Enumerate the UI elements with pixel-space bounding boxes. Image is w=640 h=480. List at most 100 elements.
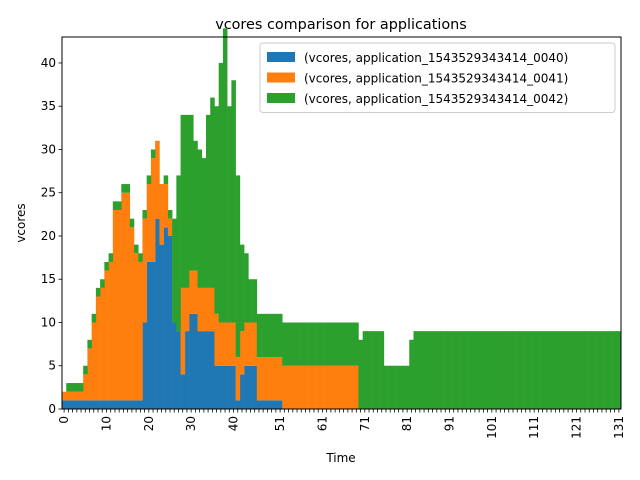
bar-series-0-x-12 bbox=[112, 400, 118, 409]
bar-series-2-x-76 bbox=[383, 365, 389, 409]
bar-series-2-x-80 bbox=[400, 365, 406, 409]
bars-group bbox=[62, 28, 622, 409]
x-tick-label: 91 bbox=[442, 416, 456, 431]
bar-series-1-x-20 bbox=[146, 184, 152, 262]
bar-series-1-x-49 bbox=[269, 357, 275, 401]
bar-series-2-x-32 bbox=[197, 149, 203, 288]
bar-series-2-x-81 bbox=[405, 365, 410, 409]
bar-series-1-x-3 bbox=[74, 391, 80, 401]
bar-series-0-x-23 bbox=[159, 244, 164, 409]
bar-series-2-x-123 bbox=[582, 331, 588, 409]
bar-series-2-x-19 bbox=[142, 210, 147, 219]
bar-series-1-x-25 bbox=[167, 218, 173, 236]
bar-series-1-x-48 bbox=[265, 357, 270, 401]
bar-series-2-x-94 bbox=[460, 331, 465, 409]
bar-series-1-x-50 bbox=[273, 357, 279, 401]
bar-series-2-x-97 bbox=[472, 331, 478, 409]
bar-series-2-x-5 bbox=[83, 365, 88, 375]
bar-series-1-x-66 bbox=[341, 365, 347, 409]
bar-series-0-x-35 bbox=[210, 331, 215, 409]
bar-series-0-x-3 bbox=[74, 400, 80, 409]
bar-series-2-x-31 bbox=[193, 140, 198, 271]
bar-series-2-x-41 bbox=[235, 175, 241, 358]
bar-series-2-x-70 bbox=[358, 339, 363, 409]
bar-series-2-x-44 bbox=[248, 279, 253, 323]
bar-series-2-x-24 bbox=[163, 175, 169, 185]
bar-series-0-x-25 bbox=[167, 235, 173, 409]
bar-series-1-x-39 bbox=[227, 322, 232, 366]
bar-series-0-x-50 bbox=[273, 400, 279, 409]
bar-series-0-x-27 bbox=[176, 331, 181, 409]
bar-series-2-x-67 bbox=[345, 322, 351, 366]
bar-series-2-x-124 bbox=[587, 331, 592, 409]
bar-series-2-x-16 bbox=[129, 218, 135, 228]
bar-series-2-x-58 bbox=[307, 322, 313, 366]
bar-series-2-x-30 bbox=[189, 114, 194, 271]
bar-series-1-x-36 bbox=[214, 313, 219, 366]
bar-series-0-x-37 bbox=[218, 365, 224, 409]
bar-series-1-x-31 bbox=[193, 270, 198, 314]
bar-series-1-x-65 bbox=[337, 365, 342, 409]
bar-series-2-x-106 bbox=[510, 331, 516, 409]
bar-series-0-x-10 bbox=[104, 400, 109, 409]
bar-series-0-x-49 bbox=[269, 400, 275, 409]
legend-label-2: (vcores, application_1543529343414_0042) bbox=[304, 92, 568, 106]
bar-series-2-x-8 bbox=[95, 287, 101, 297]
bar-series-0-x-48 bbox=[265, 400, 270, 409]
x-tick-label: 81 bbox=[400, 416, 414, 431]
bar-series-2-x-64 bbox=[333, 322, 338, 366]
bar-series-1-x-7 bbox=[91, 322, 97, 401]
bar-series-2-x-15 bbox=[125, 184, 131, 193]
bar-series-2-x-52 bbox=[282, 322, 287, 366]
legend-label-1: (vcores, application_1543529343414_0041) bbox=[304, 72, 568, 86]
legend-box bbox=[259, 42, 616, 113]
bar-series-2-x-110 bbox=[527, 331, 533, 409]
bar-series-2-x-39 bbox=[227, 106, 232, 323]
bar-series-2-x-20 bbox=[146, 175, 152, 185]
bar-series-2-x-49 bbox=[269, 313, 275, 358]
bar-series-1-x-28 bbox=[180, 287, 186, 375]
bar-series-2-x-53 bbox=[286, 322, 291, 366]
x-tick-label: 30 bbox=[184, 416, 198, 431]
bar-series-2-x-10 bbox=[104, 261, 109, 271]
bar-series-2-x-96 bbox=[468, 331, 474, 409]
bar-series-2-x-71 bbox=[362, 331, 368, 409]
bar-series-2-x-103 bbox=[498, 331, 503, 409]
bar-series-2-x-33 bbox=[201, 158, 207, 288]
bar-series-2-x-115 bbox=[549, 331, 554, 409]
bar-series-1-x-54 bbox=[290, 365, 296, 409]
bar-series-0-x-13 bbox=[117, 400, 122, 409]
bar-series-2-x-54 bbox=[290, 322, 296, 366]
bar-series-1-x-44 bbox=[248, 322, 253, 366]
x-tick-label: 61 bbox=[315, 416, 329, 431]
bar-series-2-x-61 bbox=[320, 322, 325, 366]
bar-series-2-x-79 bbox=[396, 365, 402, 409]
bar-series-0-x-19 bbox=[142, 322, 147, 409]
bar-series-1-x-37 bbox=[218, 322, 224, 366]
bar-series-0-x-1 bbox=[66, 400, 71, 409]
bar-series-1-x-55 bbox=[294, 365, 300, 409]
bar-series-1-x-23 bbox=[159, 184, 164, 245]
bar-series-1-x-53 bbox=[286, 365, 291, 409]
bar-series-2-x-47 bbox=[261, 313, 266, 358]
bar-series-1-x-61 bbox=[320, 365, 325, 409]
bar-series-2-x-11 bbox=[108, 253, 114, 262]
x-tick-label: 10 bbox=[99, 416, 113, 431]
legend-swatch-1 bbox=[267, 72, 295, 83]
bar-series-1-x-63 bbox=[328, 365, 334, 409]
y-tick-label: 25 bbox=[41, 186, 56, 200]
bar-series-1-x-14 bbox=[121, 192, 126, 401]
bar-series-2-x-116 bbox=[553, 331, 558, 409]
bar-series-2-x-2 bbox=[70, 383, 75, 392]
bar-series-2-x-126 bbox=[595, 331, 601, 409]
bar-series-0-x-41 bbox=[235, 400, 241, 409]
bar-series-2-x-90 bbox=[443, 331, 448, 409]
x-axis-title: Time bbox=[325, 451, 355, 465]
bar-series-2-x-55 bbox=[294, 322, 300, 366]
bar-series-2-x-102 bbox=[493, 331, 499, 409]
bar-series-2-x-14 bbox=[121, 184, 126, 193]
bar-series-0-x-46 bbox=[256, 400, 262, 409]
x-tick-label: 71 bbox=[358, 416, 372, 431]
bar-series-1-x-41 bbox=[235, 357, 241, 401]
